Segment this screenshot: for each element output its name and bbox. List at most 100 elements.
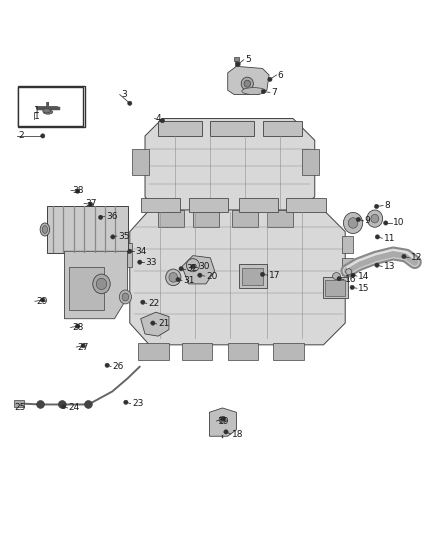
Ellipse shape (242, 87, 266, 94)
Circle shape (111, 235, 115, 239)
Ellipse shape (244, 80, 251, 87)
Bar (325, 280, 345, 296)
Text: 37: 37 (85, 199, 97, 208)
Text: 8: 8 (385, 201, 390, 210)
Bar (234, 57, 239, 61)
Text: 20: 20 (206, 272, 217, 280)
Ellipse shape (119, 290, 131, 304)
Bar (286, 198, 325, 212)
Circle shape (105, 363, 110, 367)
Circle shape (151, 321, 155, 325)
Bar (242, 268, 263, 285)
Text: 17: 17 (269, 271, 281, 280)
Circle shape (41, 298, 45, 302)
Text: 38: 38 (72, 186, 84, 195)
Ellipse shape (40, 223, 49, 236)
Bar (47, 206, 127, 254)
Text: 22: 22 (148, 299, 159, 308)
Bar (14, 400, 24, 407)
Bar (302, 149, 319, 175)
Text: 27: 27 (78, 343, 89, 352)
Text: 26: 26 (113, 362, 124, 371)
Polygon shape (228, 66, 269, 94)
Text: 23: 23 (132, 399, 143, 408)
Ellipse shape (348, 217, 358, 228)
Text: 18: 18 (232, 430, 244, 439)
Ellipse shape (343, 213, 363, 233)
Text: 12: 12 (410, 253, 422, 262)
Bar (138, 343, 169, 360)
Bar (267, 210, 293, 228)
Circle shape (124, 400, 128, 405)
Bar (141, 198, 180, 212)
Text: 7: 7 (271, 88, 277, 97)
Circle shape (88, 202, 93, 206)
Text: 13: 13 (384, 262, 395, 271)
Polygon shape (64, 251, 127, 319)
Circle shape (99, 215, 103, 220)
Bar (132, 149, 149, 175)
Text: 5: 5 (245, 55, 251, 64)
Bar (193, 210, 219, 228)
Ellipse shape (332, 272, 340, 279)
Bar (342, 236, 353, 254)
Text: 35: 35 (118, 231, 130, 240)
Circle shape (384, 221, 388, 225)
Circle shape (81, 344, 85, 348)
Polygon shape (145, 118, 315, 214)
Ellipse shape (219, 416, 226, 423)
Circle shape (261, 90, 265, 94)
Ellipse shape (93, 274, 110, 294)
Bar (322, 277, 348, 298)
Text: 4: 4 (156, 114, 162, 123)
Circle shape (402, 254, 406, 259)
Circle shape (127, 101, 132, 106)
Ellipse shape (169, 272, 178, 282)
Polygon shape (209, 408, 237, 436)
Bar (158, 120, 201, 136)
Ellipse shape (241, 77, 253, 90)
Text: 1: 1 (34, 106, 40, 115)
Circle shape (268, 77, 272, 82)
Text: 25: 25 (14, 403, 26, 413)
Bar (182, 343, 212, 360)
Circle shape (127, 249, 132, 254)
Circle shape (61, 405, 66, 409)
Text: 11: 11 (384, 233, 395, 243)
Circle shape (337, 277, 341, 281)
Circle shape (356, 217, 360, 222)
Circle shape (351, 273, 355, 277)
Ellipse shape (43, 109, 50, 113)
Ellipse shape (346, 269, 352, 275)
Text: 19: 19 (218, 416, 229, 425)
Text: 1: 1 (34, 112, 40, 121)
Text: 29: 29 (36, 297, 48, 306)
Circle shape (198, 273, 202, 277)
Circle shape (221, 417, 226, 421)
Circle shape (260, 272, 265, 277)
Circle shape (160, 118, 165, 123)
Circle shape (75, 189, 80, 193)
Text: 15: 15 (358, 284, 370, 293)
Bar (118, 243, 132, 266)
Ellipse shape (186, 259, 199, 272)
Text: 6: 6 (278, 70, 283, 79)
Circle shape (179, 266, 184, 271)
Text: 14: 14 (358, 272, 370, 280)
Ellipse shape (96, 278, 107, 289)
Circle shape (85, 400, 92, 408)
Bar (18, 86, 85, 127)
Text: 28: 28 (72, 323, 83, 332)
Ellipse shape (371, 214, 379, 223)
Bar (210, 120, 254, 136)
Polygon shape (141, 312, 169, 336)
Ellipse shape (122, 293, 129, 301)
Bar (188, 198, 228, 212)
Circle shape (375, 263, 379, 268)
Bar (239, 198, 278, 212)
Circle shape (75, 324, 80, 328)
Circle shape (224, 430, 228, 434)
Polygon shape (182, 256, 215, 284)
Text: 16: 16 (345, 275, 357, 284)
Circle shape (375, 235, 380, 239)
